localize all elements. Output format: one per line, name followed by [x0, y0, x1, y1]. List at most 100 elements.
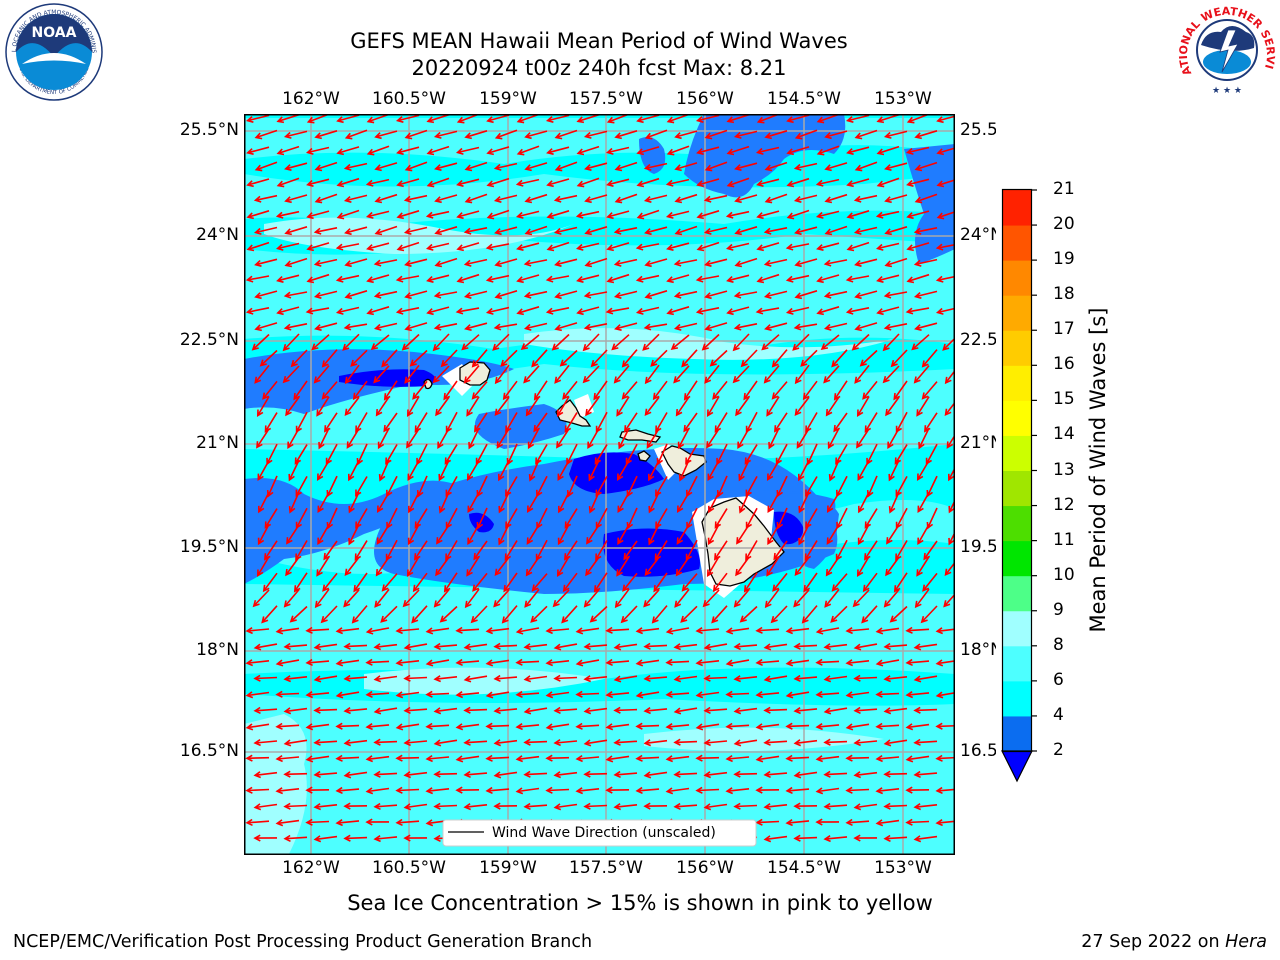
wave-direction-arrow [321, 381, 338, 400]
wave-direction-arrow [617, 524, 630, 546]
wave-direction-arrow [635, 786, 660, 795]
wave-direction-arrow [734, 226, 758, 236]
wave-direction-arrow [464, 193, 488, 204]
wave-direction-arrow [461, 334, 480, 351]
wave-direction-arrow [793, 771, 818, 779]
wave-direction-arrow [253, 194, 278, 203]
wave-direction-arrow [305, 755, 330, 763]
wave-direction-arrow [785, 627, 810, 635]
wave-direction-arrow [816, 114, 840, 124]
wave-direction-arrow [733, 323, 758, 331]
noaa-label: NOAA [32, 25, 77, 41]
wave-direction-arrow [725, 754, 750, 763]
wave-direction-arrow [276, 306, 300, 316]
wave-direction-arrow [766, 460, 780, 481]
wave-direction-arrow [583, 642, 608, 651]
wave-direction-arrow [344, 258, 368, 268]
wave-direction-arrow [554, 364, 570, 384]
wave-direction-arrow [695, 275, 720, 283]
wave-direction-arrow [823, 322, 848, 331]
wave-direction-arrow [767, 492, 780, 514]
wave-direction-arrow [936, 211, 955, 220]
wave-direction-arrow [524, 130, 548, 140]
wave-direction-arrow [884, 226, 908, 236]
wave-direction-arrow [262, 572, 278, 593]
wave-direction-arrow [673, 802, 698, 811]
wave-direction-arrow [674, 162, 698, 172]
wave-period-map: Wind Wave Direction (unscaled) [244, 114, 955, 855]
wave-direction-arrow [706, 428, 720, 449]
wave-direction-arrow [823, 802, 848, 811]
wave-direction-arrow [665, 755, 690, 763]
wave-direction-arrow [455, 658, 480, 667]
wave-direction-arrow [254, 129, 278, 140]
wave-direction-arrow [614, 588, 630, 609]
wave-direction-arrow [395, 786, 420, 794]
wave-direction-arrow [866, 475, 878, 498]
wave-direction-arrow [485, 659, 510, 667]
wave-direction-arrow [726, 306, 750, 316]
wave-direction-arrow [335, 243, 360, 251]
wave-direction-arrow [942, 337, 955, 351]
wave-direction-arrow [946, 433, 955, 449]
wave-direction-arrow [704, 161, 728, 172]
wave-direction-arrow [643, 771, 668, 779]
wave-direction-arrow [655, 508, 668, 529]
wave-direction-arrow [434, 257, 458, 268]
wave-direction-arrow [701, 333, 720, 351]
wave-direction-arrow [425, 690, 450, 698]
wave-direction-arrow [875, 787, 900, 795]
wave-direction-arrow [530, 605, 548, 623]
wave-direction-arrow [793, 674, 818, 683]
wave-direction-arrow [644, 364, 660, 385]
wave-direction-arrow [343, 707, 368, 715]
wave-direction-arrow [515, 723, 540, 731]
wave-direction-arrow [283, 707, 308, 715]
wave-direction-arrow [858, 491, 870, 514]
wave-direction-arrow [373, 643, 398, 651]
wave-direction-arrow [854, 129, 878, 140]
wave-direction-arrow [913, 643, 938, 651]
wave-direction-arrow [707, 523, 720, 546]
wave-direction-arrow [374, 225, 398, 236]
wave-direction-arrow [583, 291, 608, 299]
left-lat-label: 18°N [196, 640, 239, 660]
colorbar-block [1002, 225, 1032, 261]
wave-direction-arrow [921, 349, 938, 368]
wave-direction-arrow [644, 258, 668, 268]
wave-direction-arrow [673, 675, 698, 683]
wave-direction-arrow [706, 396, 720, 417]
wave-direction-arrow [857, 523, 870, 546]
wave-direction-arrow [916, 396, 930, 417]
wave-direction-arrow [432, 365, 450, 384]
wave-direction-arrow [614, 130, 638, 140]
wave-direction-arrow [493, 642, 518, 650]
wave-direction-arrow [824, 225, 848, 236]
wave-direction-arrow [643, 642, 668, 650]
wave-direction-arrow [766, 556, 780, 577]
wave-direction-arrow [854, 290, 878, 300]
wave-direction-arrow [524, 225, 548, 236]
wave-direction-arrow [576, 145, 600, 156]
wave-direction-arrow [343, 739, 368, 747]
wave-direction-arrow [257, 460, 270, 482]
wave-direction-arrow [763, 290, 788, 299]
wave-direction-arrow [463, 258, 488, 267]
wave-direction-arrow [313, 290, 338, 299]
wave-direction-arrow [515, 658, 540, 666]
wave-direction-arrow [673, 770, 698, 778]
colorbar-tick-label: 8 [1053, 634, 1064, 655]
wave-direction-arrow [426, 306, 450, 316]
wave-direction-arrow [545, 659, 570, 667]
wave-direction-arrow [768, 427, 780, 450]
wave-direction-arrow [515, 210, 540, 219]
wave-direction-arrow [702, 589, 720, 608]
wave-direction-arrow [613, 803, 638, 811]
wave-direction-arrow [314, 588, 330, 609]
wave-direction-arrow [365, 818, 390, 826]
wave-direction-arrow [515, 178, 540, 187]
wave-direction-arrow [771, 349, 788, 368]
wave-direction-arrow [336, 114, 360, 124]
wave-direction-arrow [703, 771, 728, 779]
wave-direction-arrow [590, 349, 608, 368]
